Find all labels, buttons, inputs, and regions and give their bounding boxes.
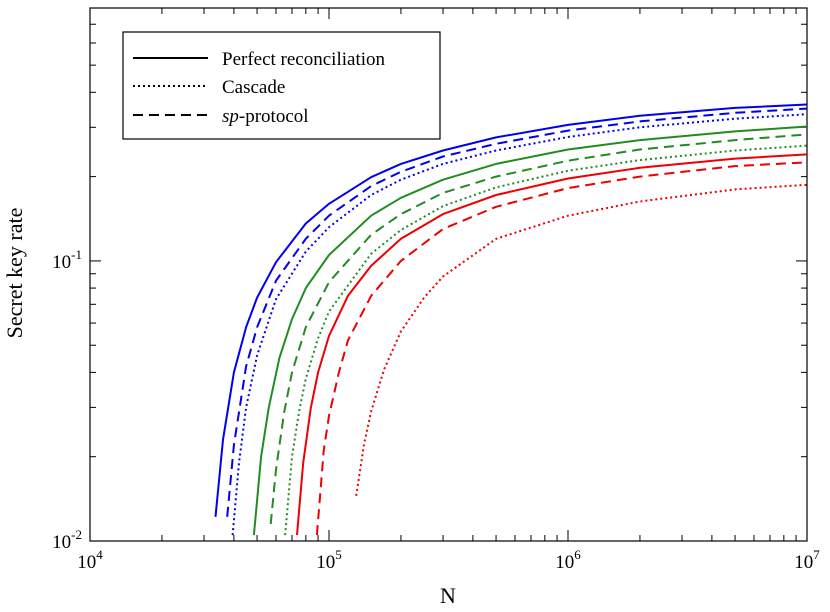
series-line-1 — [226, 107, 807, 517]
y-tick-label: 10-2 — [52, 527, 82, 553]
series-line-4 — [269, 133, 807, 525]
tick-labels: 104 105 106 107 10-2 10-1 — [52, 247, 820, 573]
legend-label-sp-prefix: sp — [222, 106, 239, 127]
series-layer — [214, 103, 807, 536]
y-axis-label: Secret key rate — [2, 208, 27, 339]
series-line-8 — [355, 183, 807, 496]
x-tick-label: 105 — [316, 547, 342, 573]
plot-frame — [89, 7, 808, 542]
series-line-0 — [214, 103, 807, 517]
axis-ticks — [89, 7, 807, 542]
series-line-2 — [231, 113, 807, 536]
legend-label-sp-protocol: sp-protocol — [222, 106, 309, 127]
series-line-5 — [284, 144, 807, 536]
x-tick-label: 104 — [77, 547, 103, 573]
legend: Perfect reconciliation Cascade sp-protoc… — [122, 31, 441, 140]
series-line-6 — [296, 153, 807, 536]
x-tick-label: 106 — [555, 547, 581, 573]
legend-box — [122, 31, 441, 140]
legend-label-cascade: Cascade — [222, 77, 285, 98]
x-axis-label: N — [440, 583, 456, 608]
y-tick-label: 10-1 — [52, 247, 82, 273]
series-line-3 — [252, 125, 807, 536]
legend-label-sp-suffix: -protocol — [239, 106, 309, 127]
x-tick-label: 107 — [794, 547, 820, 573]
series-line-7 — [315, 161, 807, 536]
legend-label-perfect-reconciliation: Perfect reconciliation — [222, 49, 386, 70]
